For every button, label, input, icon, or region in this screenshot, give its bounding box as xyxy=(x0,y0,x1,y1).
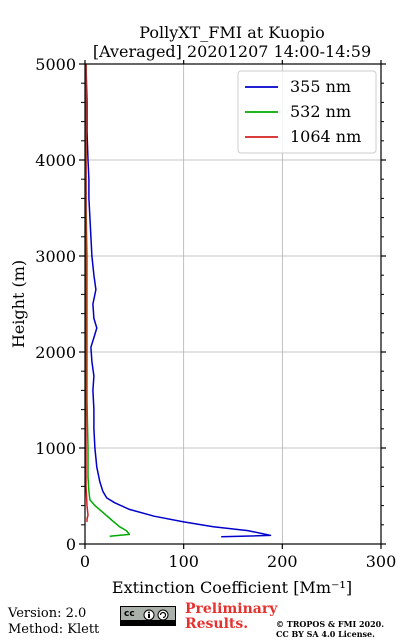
y-tick-label-4: 4000 xyxy=(35,151,76,170)
cc-strip xyxy=(121,620,175,625)
preliminary-line-1: Preliminary xyxy=(185,601,278,617)
y-tick-label-3: 3000 xyxy=(35,247,76,266)
series-layer xyxy=(85,63,272,538)
y-tick-label-1: 1000 xyxy=(35,439,76,458)
x-tick-labels: 0 100 200 300 xyxy=(80,552,396,571)
method-text: Method: Klett xyxy=(8,622,100,637)
series-line-355-nm xyxy=(85,63,272,538)
legend-box xyxy=(237,70,377,154)
x-axis-label: Extinction Coefficient [Mm⁻¹] xyxy=(112,578,352,597)
legend-label-1: 532 nm xyxy=(290,102,351,121)
preliminary-line-2: Results. xyxy=(185,616,249,632)
minor-ticks xyxy=(81,82,384,526)
y-tick-labels: 0 1000 2000 3000 4000 5000 xyxy=(35,55,76,554)
cc-license-icon: cc xyxy=(120,606,176,626)
y-tick-label-0: 0 xyxy=(66,535,76,554)
legend: 355 nm 532 nm 1064 nm xyxy=(237,70,377,154)
x-tick-label-1: 100 xyxy=(168,552,199,571)
cc-badge-text: cc xyxy=(124,609,135,619)
copyright-line-2: CC BY SA 4.0 License. xyxy=(276,629,375,639)
series-line-532-nm xyxy=(85,64,131,538)
preliminary-note: Preliminary Results. xyxy=(185,602,277,632)
series-line-1064-nm xyxy=(85,64,89,522)
chart-title: PollyXT_FMI at Kuopio xyxy=(139,23,325,42)
chart-subtitle: [Averaged] 20201207 14:00-14:59 xyxy=(93,42,371,61)
plot-frame xyxy=(84,63,382,545)
legend-entries: 355 nm 532 nm 1064 nm xyxy=(245,77,361,146)
legend-label-2: 1064 nm xyxy=(290,127,361,146)
version-text: Version: 2.0 xyxy=(8,606,87,621)
x-tick-label-2: 200 xyxy=(267,552,298,571)
y-axis-label: Height (m) xyxy=(9,260,28,348)
y-tick-label-2: 2000 xyxy=(35,343,76,362)
extinction-chart: PollyXT_FMI at Kuopio [Averaged] 2020120… xyxy=(9,23,396,597)
x-tick-label-0: 0 xyxy=(80,552,90,571)
copyright-line-1: © TROPOS & FMI 2020. xyxy=(276,619,385,629)
copyright-note: © TROPOS & FMI 2020. CC BY SA 4.0 Licens… xyxy=(276,619,384,639)
legend-label-0: 355 nm xyxy=(290,77,351,96)
x-tick-label-3: 300 xyxy=(366,552,397,571)
y-tick-label-5: 5000 xyxy=(35,55,76,74)
footer-info: Version: 2.0 Method: Klett xyxy=(8,606,99,638)
